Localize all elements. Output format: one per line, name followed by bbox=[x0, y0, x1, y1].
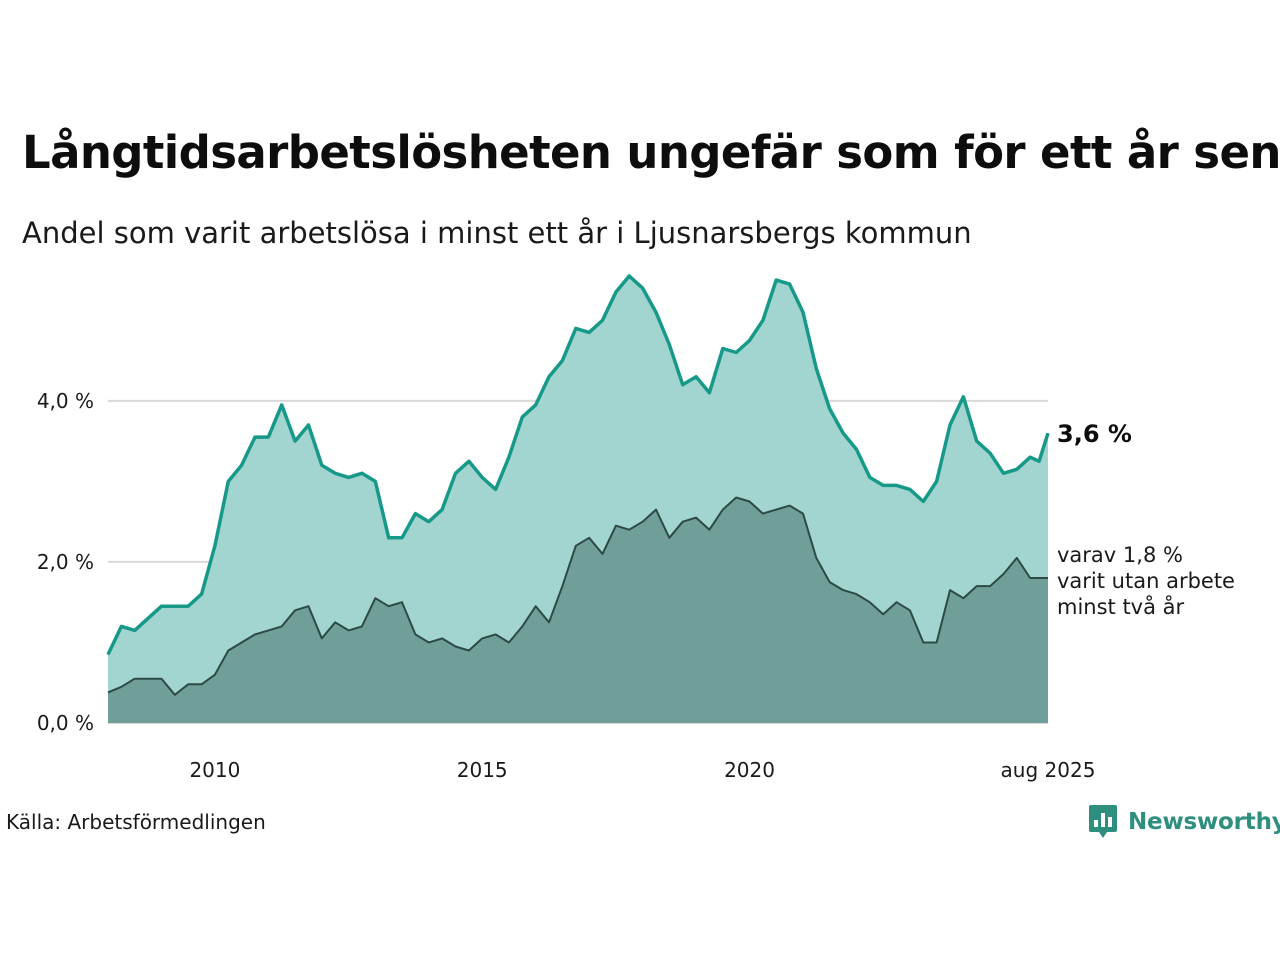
chart-subtitle: Andel som varit arbetslösa i minst ett å… bbox=[22, 216, 972, 250]
line-total bbox=[106, 274, 1050, 656]
x-tick-label-2015: 2015 bbox=[457, 758, 508, 782]
newsworthy-logo-icon bbox=[1089, 805, 1117, 838]
end-label-long-line-3: minst två år bbox=[1057, 594, 1185, 619]
source-note: Källa: Arbetsförmedlingen bbox=[6, 810, 266, 834]
y-tick-labels: 0,0 % 2,0 % 4,0 % bbox=[37, 389, 94, 735]
x-tick-label-aug-2025: aug 2025 bbox=[1001, 758, 1096, 782]
x-tick-label-2020: 2020 bbox=[724, 758, 775, 782]
y-tick-label-0: 0,0 % bbox=[37, 711, 94, 735]
brand-name: Newsworthy bbox=[1128, 809, 1280, 835]
series-layer bbox=[106, 274, 1050, 723]
x-tick-label-2010: 2010 bbox=[189, 758, 240, 782]
end-label-long-line-2: varit utan arbete bbox=[1057, 569, 1235, 593]
area-chart: 0,0 % 2,0 % 4,0 % 2010 2015 2020 aug 202… bbox=[37, 274, 1235, 782]
end-label-long-line-1: varav 1,8 % bbox=[1057, 543, 1183, 567]
line-long-term bbox=[107, 496, 1048, 696]
end-labels: 3,6 % varav 1,8 % varit utan arbete mins… bbox=[1057, 420, 1235, 619]
brand-logo: Newsworthy bbox=[1088, 804, 1280, 840]
chart-title: Långtidsarbetslösheten ungefär som för e… bbox=[22, 126, 1280, 179]
area-long-term bbox=[108, 497, 1048, 723]
end-label-total: 3,6 % bbox=[1057, 420, 1132, 448]
y-tick-label-2: 2,0 % bbox=[37, 550, 94, 574]
x-tick-labels: 2010 2015 2020 aug 2025 bbox=[189, 758, 1095, 782]
y-tick-label-4: 4,0 % bbox=[37, 389, 94, 413]
